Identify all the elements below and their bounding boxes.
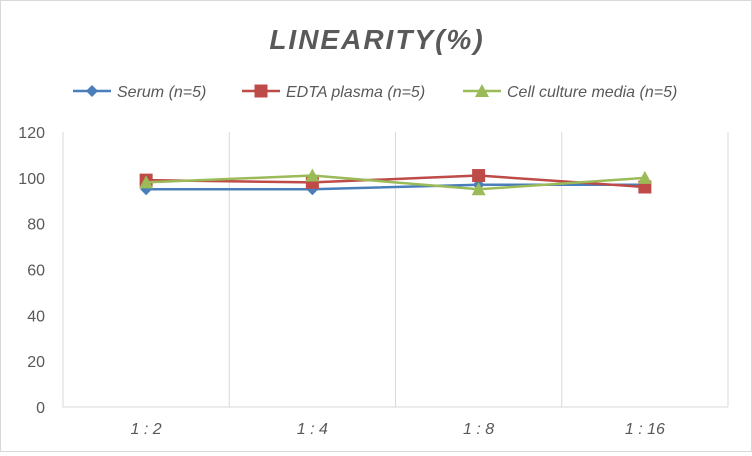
x-tick-label: 1 : 8	[463, 421, 494, 438]
y-tick-label: 60	[27, 263, 45, 280]
legend-label: Serum (n=5)	[117, 84, 206, 101]
series-line	[146, 174, 645, 189]
y-tick-label: 40	[27, 308, 45, 325]
series-group	[139, 168, 652, 196]
legend-item: Cell culture media (n=5)	[463, 84, 677, 101]
legend-label: EDTA plasma (n=5)	[286, 84, 425, 101]
x-axis: 1 : 2 1 : 4 1 : 8 1 : 16	[131, 421, 665, 438]
legend-label: Cell culture media (n=5)	[507, 84, 677, 101]
legend-item: Serum (n=5)	[73, 84, 206, 101]
x-tick-label: 1 : 16	[625, 421, 665, 438]
legend-marker	[475, 84, 489, 97]
chart-grid	[62, 132, 729, 408]
y-tick-label: 20	[27, 354, 45, 371]
series-layer	[139, 168, 652, 196]
x-tick-label: 1 : 2	[131, 421, 162, 438]
legend-item: EDTA plasma (n=5)	[242, 84, 425, 101]
data-point	[637, 170, 652, 184]
legend-marker	[86, 85, 98, 97]
y-tick-label: 0	[36, 400, 45, 417]
chart-legend: Serum (n=5) EDTA plasma (n=5) Cell culture…	[73, 84, 677, 101]
legend-marker	[254, 84, 268, 98]
x-tick-label: 1 : 4	[297, 421, 328, 438]
series-line	[146, 174, 645, 191]
y-tick-label: 100	[18, 171, 45, 188]
data-point	[139, 175, 154, 189]
y-tick-label: 80	[27, 217, 45, 234]
chart-title: LINEARITY(%)	[269, 24, 484, 55]
y-axis: 0 20 40 60 80 100 120	[18, 125, 45, 417]
y-tick-label: 120	[18, 125, 45, 142]
data-point	[471, 182, 486, 196]
data-point	[305, 168, 320, 182]
data-point	[472, 169, 486, 183]
